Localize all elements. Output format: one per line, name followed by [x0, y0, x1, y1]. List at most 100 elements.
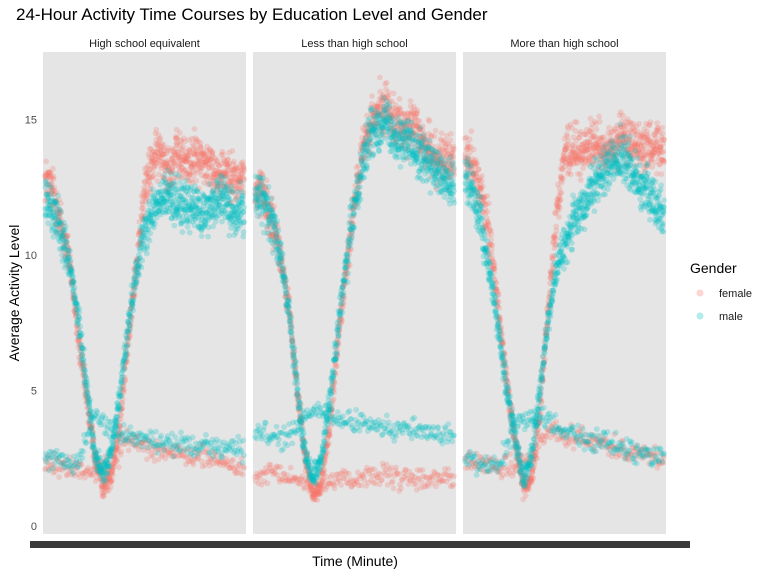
data-point-female [126, 435, 133, 442]
data-point-female [70, 296, 76, 303]
data-point-male [55, 205, 61, 212]
data-point-male [302, 439, 308, 445]
data-point-female [143, 192, 150, 199]
data-point-male [136, 272, 143, 278]
data-point-female [58, 460, 65, 467]
data-point-female [177, 167, 184, 174]
data-point-male [121, 365, 127, 372]
data-point-female [216, 168, 223, 175]
data-point-female [225, 156, 232, 163]
data-point-female [55, 466, 62, 473]
data-point-male [274, 218, 281, 225]
data-point-female [128, 313, 135, 320]
data-point-female [133, 280, 139, 287]
data-point-female [143, 171, 150, 178]
data-point-female [157, 154, 164, 161]
data-point-female [214, 184, 221, 191]
data-point-female [141, 440, 148, 446]
data-point-female [190, 172, 197, 179]
data-point-male [158, 432, 165, 439]
data-point-female [177, 137, 184, 144]
data-point-male [241, 219, 247, 225]
data-point-female [126, 328, 133, 335]
data-point-female [164, 445, 170, 452]
data-point-female [46, 466, 52, 473]
data-point-female [220, 183, 227, 190]
data-point-female [103, 484, 110, 490]
data-point-female [80, 372, 87, 379]
data-point-female [109, 477, 115, 484]
data-point-female [233, 183, 240, 190]
data-point-female [210, 460, 217, 467]
data-point-female [57, 214, 63, 220]
data-point-female [45, 170, 51, 177]
data-point-female [42, 466, 48, 473]
data-point-female [122, 441, 129, 447]
data-point-female [156, 136, 163, 143]
data-point-female [111, 454, 118, 460]
data-point-female [160, 159, 167, 166]
data-point-male [262, 420, 269, 426]
data-point-female [231, 158, 237, 165]
data-point-female [176, 154, 183, 161]
data-point-male [83, 439, 90, 446]
data-point-female [95, 463, 101, 470]
data-point-female [157, 441, 164, 447]
data-point-female [152, 449, 159, 456]
data-point-female [103, 478, 109, 484]
data-point-female [159, 174, 166, 180]
data-point-female [81, 380, 88, 387]
data-point-female [240, 189, 247, 196]
data-point-female [100, 479, 107, 485]
data-point-female [53, 189, 60, 196]
data-point-male [80, 360, 87, 367]
data-point-female [133, 267, 140, 274]
data-point-female [127, 440, 134, 447]
data-point-female [197, 140, 204, 146]
data-point-female [55, 210, 62, 217]
data-point-female [92, 459, 99, 465]
data-point-female [146, 438, 153, 445]
data-point-female [202, 161, 209, 168]
data-point-female [112, 446, 118, 453]
data-point-female [109, 462, 116, 468]
data-point-female [62, 253, 68, 260]
data-point-female [186, 146, 192, 153]
data-point-female [221, 462, 228, 469]
data-point-female [84, 467, 91, 474]
data-point-female [447, 137, 454, 144]
data-point-female [162, 163, 169, 170]
data-point-male [106, 463, 113, 470]
data-point-female [200, 159, 207, 166]
data-point-female [102, 483, 109, 489]
data-point-female [200, 156, 207, 163]
data-point-female [188, 457, 195, 463]
data-point-female [157, 135, 164, 142]
data-point-female [120, 379, 127, 386]
data-point-female [233, 170, 239, 177]
data-point-female [179, 448, 186, 455]
data-point-female [79, 359, 86, 366]
data-point-female [200, 151, 207, 158]
data-point-female [222, 460, 228, 466]
data-point-female [191, 456, 198, 463]
data-point-female [113, 441, 120, 448]
data-point-female [108, 478, 115, 485]
data-point-male [42, 184, 49, 191]
data-point-female [73, 310, 80, 317]
data-point-female [65, 233, 71, 239]
data-point-female [69, 276, 76, 283]
data-point-female [215, 172, 222, 179]
data-point-female [67, 269, 74, 276]
data-point-female [127, 305, 134, 312]
data-point-female [101, 488, 108, 494]
data-point-female [75, 338, 81, 345]
data-point-female [76, 336, 83, 343]
data-point-male [50, 218, 57, 224]
data-point-male [53, 221, 60, 228]
data-point-female [161, 159, 168, 166]
data-point-female [184, 152, 191, 159]
data-point-female [177, 452, 184, 459]
data-point-female [376, 74, 383, 81]
data-point-male [84, 382, 91, 389]
